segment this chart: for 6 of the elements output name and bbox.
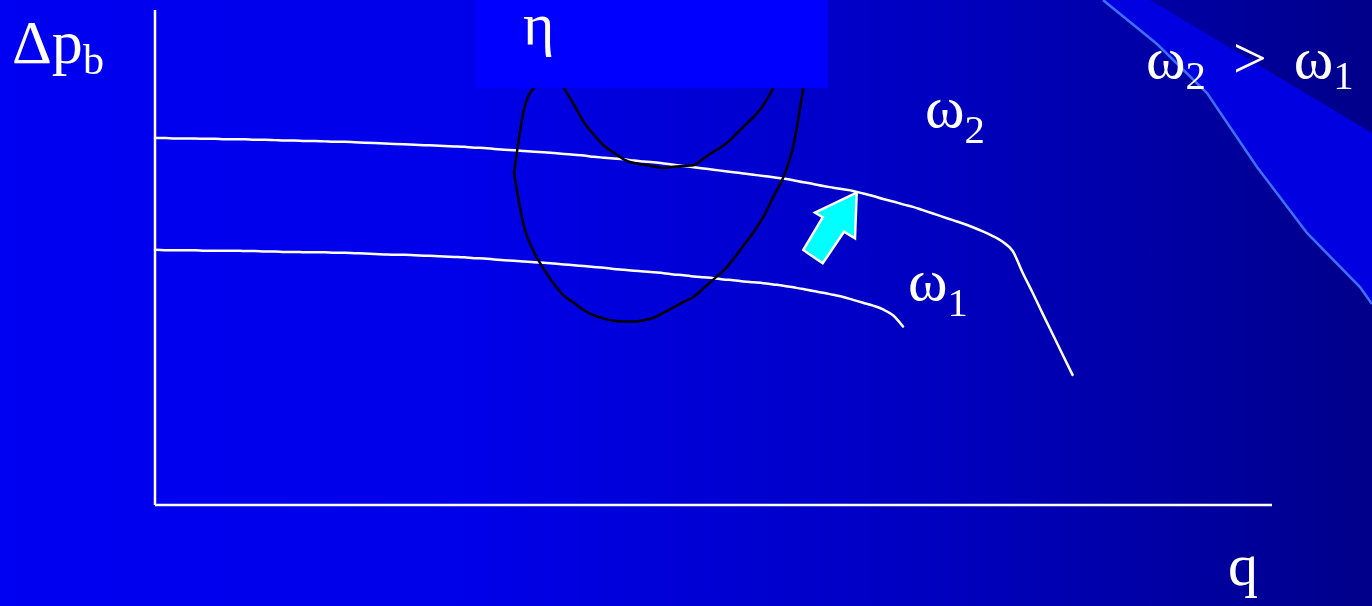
text: η — [523, 0, 555, 57]
series-label: ω$_{1}$ — [907, 246, 968, 325]
y-axis-title: Δp$_{b}$ — [12, 8, 104, 84]
x-axis-title: q — [1228, 532, 1258, 598]
series-label: ω$_{2}$ — [924, 73, 985, 152]
annotation: ω$_{2}$ > ω$_{1}$ — [1146, 25, 1354, 99]
